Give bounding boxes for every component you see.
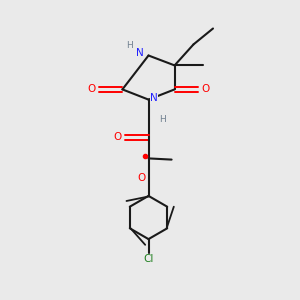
Text: H: H <box>127 41 133 50</box>
Text: O: O <box>137 172 145 183</box>
Text: Cl: Cl <box>143 254 154 264</box>
Text: N: N <box>136 47 144 58</box>
Text: H: H <box>159 116 165 124</box>
Text: N: N <box>150 93 158 103</box>
Text: O: O <box>201 84 210 94</box>
Text: O: O <box>87 84 96 94</box>
Text: O: O <box>113 132 121 142</box>
